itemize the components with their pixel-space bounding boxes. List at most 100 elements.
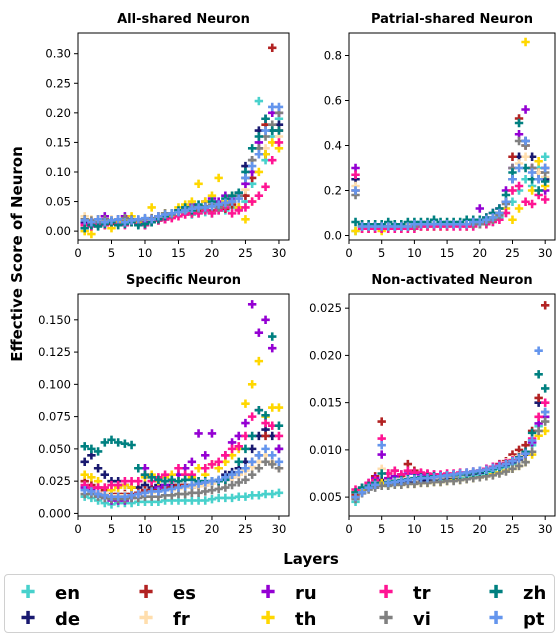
point-pt (254, 451, 264, 460)
subplot-title: Specific Neuron (126, 273, 241, 288)
point-pt (247, 457, 257, 466)
legend: ✚ en ✚ es ✚ ru ✚ tr ✚ zh ✚ de ✚ fr ✚ th … (4, 574, 555, 633)
x-tick-label: 10 (407, 522, 422, 536)
point-tr (241, 203, 250, 212)
point-de (93, 464, 103, 473)
point-zh (80, 442, 89, 451)
y-tick-label: 0.6 (324, 94, 342, 108)
x-tick-label: 30 (538, 522, 553, 536)
point-pt (495, 461, 504, 471)
x-tick-label: 0 (74, 246, 81, 260)
y-tick-label: 0.2 (324, 184, 342, 198)
point-zh (247, 144, 257, 153)
x-tick-label: 30 (538, 246, 553, 260)
point-zh (261, 411, 270, 420)
point-pt (351, 186, 360, 195)
point-pt (261, 126, 270, 135)
point-th (194, 179, 203, 189)
data-points (351, 37, 550, 236)
subplot-3: Specific Neuron 0 5 10 15 20 25 30 0.000 0.025 0.0… (38, 273, 290, 536)
legend-item-pt: ✚ pt (485, 608, 544, 630)
point-tr (207, 209, 217, 218)
point-zh (127, 440, 136, 450)
point-th (80, 470, 89, 479)
point-th (254, 167, 264, 177)
point-pt (357, 488, 367, 497)
point-tr (214, 457, 223, 466)
point-th (241, 215, 250, 224)
point-pt (221, 473, 230, 482)
point-zh (540, 177, 550, 186)
point-vi (514, 461, 524, 471)
legend-label-vi: vi (413, 608, 431, 630)
x-tick-label: 25 (238, 522, 253, 536)
point-zh (140, 470, 150, 479)
point-zh (93, 447, 103, 456)
point-tr (390, 466, 399, 475)
point-pt (274, 102, 284, 112)
point-pt (351, 492, 360, 502)
point-pt (214, 200, 223, 209)
point-zh (351, 217, 360, 227)
point-en (274, 488, 284, 497)
point-tr (261, 418, 270, 428)
y-tick-label: 0.25 (45, 76, 71, 90)
point-th (241, 399, 250, 408)
point-pt (254, 150, 264, 159)
point-pt (120, 218, 130, 227)
point-de (80, 457, 89, 466)
series-pt (351, 346, 550, 502)
plot-frame (77, 32, 290, 241)
y-tick-label: 0.0 (324, 229, 342, 243)
point-zh (540, 384, 550, 393)
point-zh (534, 186, 543, 195)
x-tick-label: 15 (440, 246, 455, 260)
point-tr (351, 170, 360, 179)
point-th (214, 173, 223, 183)
series-pt (351, 136, 550, 231)
point-pt (241, 173, 250, 183)
figure-ylabel: Effective Score of Neuron (8, 146, 26, 362)
x-tick-label: 5 (108, 522, 115, 536)
y-tick-label: 0.05 (45, 195, 71, 209)
y-tick-label: 0.8 (324, 49, 342, 63)
point-pt (100, 218, 109, 227)
point-th (351, 226, 360, 236)
point-es (508, 152, 517, 161)
legend-marker-es: ✚ (138, 582, 154, 603)
point-ru (521, 105, 530, 114)
y-tick-label: 0.050 (38, 442, 71, 456)
y-tick-label: 0.00 (45, 224, 71, 238)
point-pt (508, 457, 517, 466)
x-tick-label: 30 (272, 246, 287, 260)
point-tr (247, 197, 257, 206)
point-pt (247, 161, 257, 171)
subplot-title: Patrial-shared Neuron (371, 12, 533, 27)
x-tick-label: 20 (472, 522, 487, 536)
point-pt (147, 215, 156, 224)
point-pt (234, 467, 243, 477)
point-zh (534, 370, 543, 379)
legend-marker-ru: ✚ (260, 582, 276, 603)
point-pt (501, 197, 511, 206)
point-pt (475, 217, 484, 227)
y-tick-label: 0.010 (309, 443, 342, 457)
point-pt (514, 454, 524, 463)
y-tick-label: 0.075 (38, 410, 71, 424)
point-tr (247, 412, 257, 421)
point-vi (254, 464, 264, 473)
point-pt (540, 163, 550, 173)
point-tr (508, 186, 517, 195)
point-th (514, 204, 524, 213)
point-th (534, 157, 543, 166)
point-tr (234, 442, 243, 451)
point-pt (87, 487, 96, 496)
point-vi (227, 480, 237, 490)
x-tick-label: 25 (238, 246, 253, 260)
point-pt (527, 168, 537, 177)
point-pt (540, 407, 550, 417)
subplot-title: All-shared Neuron (117, 12, 250, 27)
point-pt (370, 480, 380, 490)
point-pt (488, 213, 498, 222)
y-tick-label: 0.15 (45, 135, 71, 149)
